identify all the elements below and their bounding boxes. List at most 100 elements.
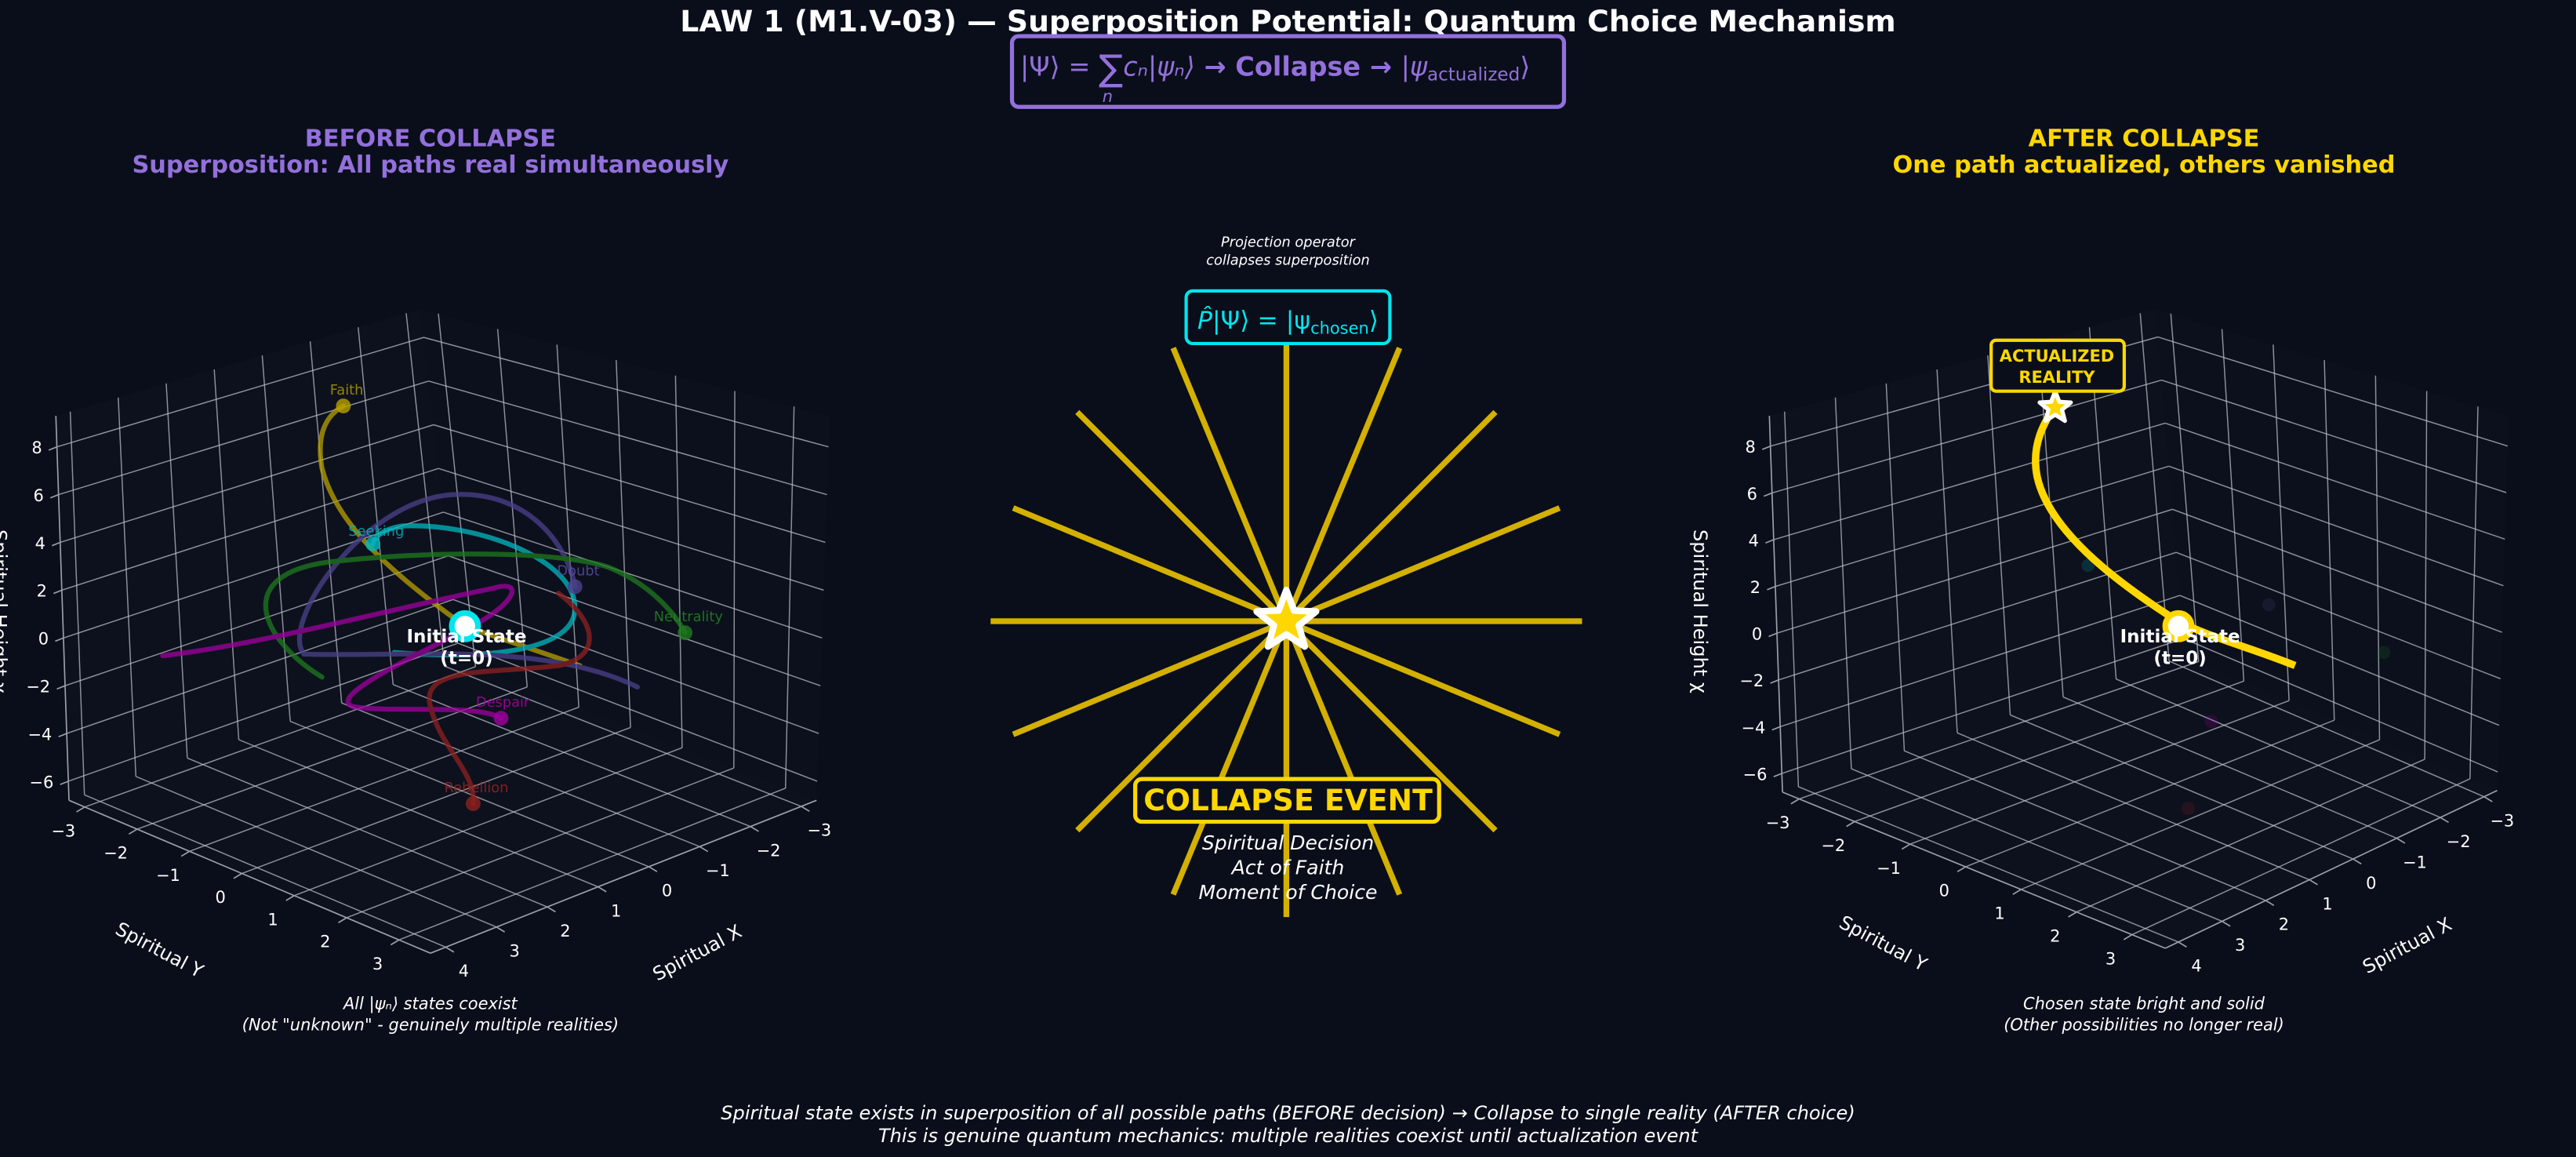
after-z-tick-label: 4 [1749, 531, 1759, 550]
before-caption-line-2: (Not "unknown" - genuinely multiple real… [242, 1016, 619, 1035]
ghost-despair [2204, 715, 2218, 729]
before-y-tick [338, 917, 347, 923]
before-z-tick-label: −2 [26, 678, 50, 697]
after-z-tick-label: −4 [1741, 719, 1765, 737]
after-floor-gridline-x [1957, 732, 2310, 881]
trajectory-rebellion [427, 591, 592, 806]
after-y-tick [2068, 911, 2077, 918]
after-floor-gridline-y [2076, 759, 2425, 913]
before-z-axis-label: Spiritual Height χ [0, 529, 11, 693]
before-pane-gridline-z [443, 511, 823, 639]
before-caption-line-1: All |ψₙ⟩ states coexist [342, 994, 518, 1013]
after-x-tick [2265, 900, 2275, 907]
before-y-tick [233, 872, 242, 879]
after-pane-gridline-z [2172, 508, 2502, 633]
after-pane-gridline-z [1782, 638, 2184, 774]
after-x-tick-label: 4 [2191, 957, 2201, 976]
before-pane-gridline-z [423, 337, 829, 448]
after-pane-gridline-x [1987, 355, 2011, 715]
before-pane-gridline-z [66, 599, 454, 734]
after-z-tick [1767, 585, 1776, 591]
formula-box [1009, 34, 1567, 109]
after-y-tick-label: −3 [1766, 813, 1790, 832]
after-pane-gridline-z [1779, 595, 2181, 728]
collapse-event-line-2: Act of Faith [1230, 857, 1345, 879]
projection-operator-box [1184, 289, 1392, 346]
before-z-tick [53, 589, 63, 595]
ghost-neutrality [2377, 646, 2391, 660]
after-z-tick-label: −6 [1743, 765, 1768, 784]
state-label-doubt: Doubt [557, 562, 599, 579]
before-pane-gridline-x [118, 397, 137, 777]
svg-text:P̂|Ψ⟩ = |ψchosen⟩: P̂|Ψ⟩ = |ψchosen⟩ [1197, 305, 1379, 337]
after-y-tick [1957, 866, 1966, 873]
operator-mid: |Ψ⟩ = |ψ [1212, 307, 1310, 335]
before-x-tick [547, 906, 556, 913]
after-pane-gridline-x [1936, 369, 1958, 733]
after-z-tick-label: 0 [1752, 625, 1762, 644]
before-floor-gridline-x [341, 702, 700, 847]
after-z-axis-line [1768, 416, 1783, 792]
before-floor-gridline-y [293, 747, 683, 897]
after-y-axis-line [1782, 791, 2166, 949]
before-z-tick-label: 2 [37, 582, 47, 601]
before-z-tick [48, 446, 57, 451]
after-x-tick [2396, 837, 2406, 844]
after-floor-gridline-x [1904, 750, 2266, 901]
before-floor-gridline-y [242, 726, 631, 875]
before-pane-gridline-x [261, 355, 291, 722]
before-pane-gridline-y [438, 313, 477, 668]
after-y-tick-label: 0 [1939, 882, 1949, 900]
after-x-tick-label: −2 [2447, 832, 2471, 851]
after-z-tick-label: 8 [1746, 438, 1756, 457]
trajectory-seeking [370, 523, 578, 658]
after-pane-gridline-z [1771, 379, 2162, 494]
before-z-tick [49, 493, 59, 499]
before-state-markers: Faith Seeking Doubt Neutrality Despair R… [330, 382, 723, 811]
after-x-tick-label: 3 [2235, 936, 2245, 955]
before-pane-right [420, 308, 830, 801]
before-z-tick [55, 637, 64, 642]
after-x-tick-label: 2 [2279, 915, 2289, 934]
before-floor-gridline-x [135, 776, 497, 928]
footer-line-2: This is genuine quantum mechanics: multi… [878, 1125, 1699, 1147]
before-z-tick-label: 4 [35, 534, 45, 553]
formula-ket-open: |ψ [1401, 51, 1428, 82]
state-label-faith: Faith [330, 382, 364, 398]
after-z-tick [1773, 773, 1782, 777]
before-x-tick-label: 1 [611, 901, 621, 920]
collapse-ray [1012, 618, 1288, 737]
before-z-tick-label: −6 [29, 773, 53, 791]
after-floor-gridline-x [2116, 679, 2441, 818]
after-x-tick [2222, 920, 2231, 927]
before-subtitle: Superposition: All paths real simultaneo… [132, 151, 728, 179]
after-floor-gridline-y [1799, 660, 2199, 800]
collapse-ray [1285, 505, 1561, 624]
after-z-tick [1761, 446, 1771, 450]
before-floor-gridline-y [398, 788, 786, 941]
before-x-tick [598, 886, 607, 893]
collapse-ray [1284, 347, 1403, 623]
collapse-event-line-3: Moment of Choice [1198, 881, 1377, 904]
collapse-ray [1284, 620, 1403, 896]
operator-close: ⟩ [1369, 307, 1379, 335]
before-initial-state-time: (t=0) [440, 648, 492, 668]
formula-prefix: |Ψ⟩ = [1020, 51, 1099, 82]
state-label-neutrality: Neutrality [654, 609, 723, 625]
after-pane-gridline-y [2221, 329, 2245, 682]
actualized-star-icon [2037, 389, 2073, 424]
after-y-tick [1846, 820, 1855, 828]
after-pane-gridline-z [1776, 508, 2173, 634]
after-pane-gridline-y [2424, 391, 2428, 759]
after-y-tick-label: 3 [2105, 949, 2116, 968]
before-x-tick-label: 3 [509, 942, 519, 961]
state-label-rebellion: Rebellion [445, 780, 509, 796]
before-trajectories [160, 403, 688, 806]
state-label-seeking: Seeking [348, 523, 404, 540]
collapse-ray [1284, 409, 1498, 624]
before-x-tick [649, 866, 658, 872]
before-pane-gridline-x [358, 327, 394, 685]
after-pane-left [1769, 308, 2185, 792]
after-z-tick-label: 2 [1750, 578, 1760, 597]
